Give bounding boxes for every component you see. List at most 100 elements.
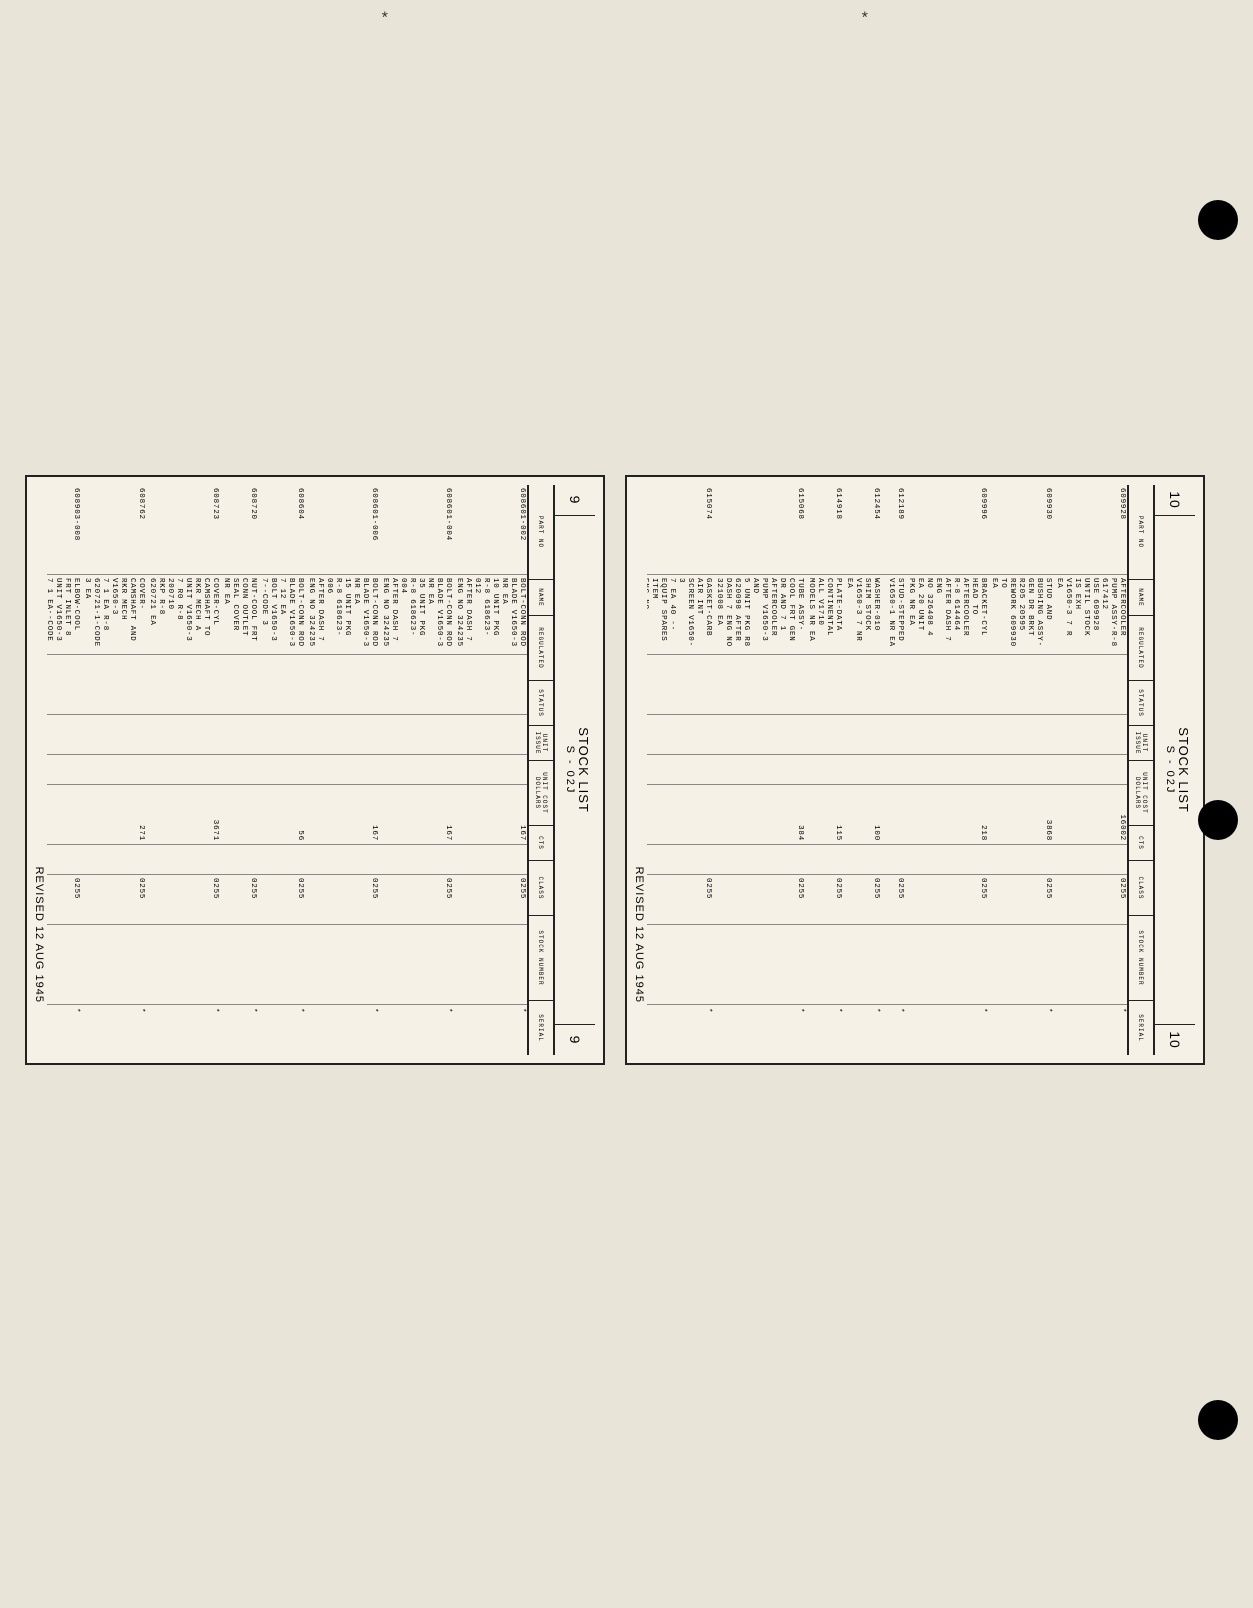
cell-name: AFTERCOOLER PUMP ASSY-R-8 617412 USE 609… xyxy=(1053,575,1127,655)
cell-name: PLATE-DATA CONTINENTAL ALL V1710 MODELS … xyxy=(805,575,843,655)
cell-unit xyxy=(843,755,881,785)
cell-stock xyxy=(647,925,713,1005)
cell-stock xyxy=(47,925,81,1005)
table-row: 609996BRACKET-CYL HEAD TO AFTERCOOLER R-… xyxy=(905,485,988,1055)
cell-serial: * xyxy=(1053,1005,1127,1055)
hdr-unit-issue-10: UNIT ISSUE xyxy=(1129,726,1153,761)
cell-class: 0255 xyxy=(805,875,843,925)
cell-status xyxy=(988,715,1053,755)
cell-regulated xyxy=(1053,655,1127,715)
table-row: 608903-008ELBOW-COOL FRT INLET 8 UNIT V1… xyxy=(47,485,81,1055)
cell-serial: * xyxy=(647,1005,713,1055)
cell-serial: * xyxy=(713,1005,805,1055)
doc-title-10: STOCK LIST xyxy=(1176,516,1191,1024)
cell-status xyxy=(47,715,81,755)
cell-class: 0255 xyxy=(713,875,805,925)
cell-cost: 16002 xyxy=(1053,785,1127,845)
hdr-stock-10: STOCK NUMBER xyxy=(1129,916,1153,1001)
cell-part: 615068 xyxy=(713,485,805,575)
page-number-left-10: 10 xyxy=(1155,485,1195,516)
cell-unit xyxy=(905,755,988,785)
cell-cts xyxy=(988,845,1053,875)
cell-class: 0255 xyxy=(881,875,905,925)
cell-part: 614918 xyxy=(805,485,843,575)
cell-stock xyxy=(881,925,905,1005)
table-row: 615068TUBE ASSY-COOL FRT GEN DR AND 7 1 … xyxy=(713,485,805,1055)
cell-stock xyxy=(805,925,843,1005)
cell-cts xyxy=(1053,845,1127,875)
cell-regulated xyxy=(81,655,146,715)
cell-unit xyxy=(1053,755,1127,785)
table-row: 612189STUD-STEPPED V1650-1 NR EA0255* xyxy=(881,485,905,1055)
hdr-name-10: NAME xyxy=(1129,580,1153,616)
asterisk-mark: * xyxy=(380,10,390,28)
cell-part: 609996 xyxy=(905,485,988,575)
cell-regulated xyxy=(805,655,843,715)
column-headers-10: PART NO NAME REGULATED STATUS UNIT ISSUE… xyxy=(1127,485,1153,1055)
sheet-10: 10 STOCK LIST S - 02J 10 PART NO NAME RE… xyxy=(625,475,1205,1065)
cell-serial: * xyxy=(81,1005,146,1055)
cell-status xyxy=(843,715,881,755)
cell-status xyxy=(1053,715,1127,755)
cell-class: 0255 xyxy=(843,875,881,925)
cell-part: 609930 xyxy=(988,485,1053,575)
cell-serial: * xyxy=(843,1005,881,1055)
cell-name: STUD-STEPPED V1650-1 NR EA xyxy=(881,575,905,655)
cell-cost: 3868 xyxy=(988,785,1053,845)
footer-revised-9: REVISED 12 AUG 1945 xyxy=(33,867,45,1003)
doc-sub-10: S - 02J xyxy=(1164,516,1176,1024)
hdr-status-10: STATUS xyxy=(1129,681,1153,726)
cell-name: ELBOW-COOL FRT INLET 8 UNIT V1650-3 7 1 … xyxy=(47,575,81,655)
cell-regulated xyxy=(905,655,988,715)
cell-part: 615074 xyxy=(647,485,713,575)
footer-revised-10: REVISED 12 AUG 1945 xyxy=(633,867,645,1003)
cell-stock xyxy=(713,925,805,1005)
cell-regulated xyxy=(843,655,881,715)
cell-status xyxy=(905,715,988,755)
table-row: 609928AFTERCOOLER PUMP ASSY-R-8 617412 U… xyxy=(1053,485,1127,1055)
cell-cts xyxy=(905,845,988,875)
cell-cost: 218 xyxy=(905,785,988,845)
cell-serial: * xyxy=(47,1005,81,1055)
cell-status xyxy=(81,715,146,755)
cell-cts xyxy=(805,845,843,875)
cell-regulated xyxy=(713,655,805,715)
cell-status xyxy=(805,715,843,755)
cell-serial: * xyxy=(905,1005,988,1055)
cell-cost xyxy=(47,785,81,845)
cell-class: 0255 xyxy=(47,875,81,925)
cell-cts xyxy=(881,845,905,875)
table-row: 614918PLATE-DATA CONTINENTAL ALL V1710 M… xyxy=(805,485,843,1055)
cell-class: 0255 xyxy=(1053,875,1127,925)
cell-unit xyxy=(47,755,81,785)
cell-unit xyxy=(713,755,805,785)
cell-unit xyxy=(647,755,713,785)
cell-part: 608903-008 xyxy=(47,485,81,575)
cell-unit xyxy=(988,755,1053,785)
cell-stock xyxy=(905,925,988,1005)
cell-part: 609928 xyxy=(1053,485,1127,575)
cell-regulated xyxy=(647,655,713,715)
cell-cost: 100 xyxy=(843,785,881,845)
cell-unit xyxy=(81,755,146,785)
cell-cts xyxy=(81,845,146,875)
table-row: 608762COVER-CAMSHAFT AND RKR MECH V1650-… xyxy=(81,485,146,1055)
page-number-right-10: 10 xyxy=(1155,1024,1195,1055)
cell-name: COVER-CAMSHAFT AND RKR MECH V1650-3 7 1 … xyxy=(81,575,146,655)
cell-cost: 115 xyxy=(805,785,843,845)
cell-cost: 384 xyxy=(713,785,805,845)
cell-stock xyxy=(81,925,146,1005)
cell-status xyxy=(713,715,805,755)
cell-name: TUBE ASSY-COOL FRT GEN DR AND 7 1 AFTERC… xyxy=(713,575,805,655)
cell-status xyxy=(881,715,905,755)
hdr-serial-10: SERIAL xyxy=(1129,1001,1153,1055)
cell-stock xyxy=(988,925,1053,1005)
cell-status xyxy=(647,715,713,755)
hdr-unit-cost-10: UNIT COST DOLLARS xyxy=(1129,761,1153,826)
table-row: 609930STUD AND BUSHING ASSY-GEN DR BRKT … xyxy=(988,485,1053,1055)
cell-serial: * xyxy=(988,1005,1053,1055)
asterisk-mark: * xyxy=(860,10,870,28)
cell-name: WASHER-010 SHIM STOCK V1650-3 7 NR EA xyxy=(843,575,881,655)
cell-cost xyxy=(881,785,905,845)
table-row: 612454WASHER-010 SHIM STOCK V1650-3 7 NR… xyxy=(843,485,881,1055)
